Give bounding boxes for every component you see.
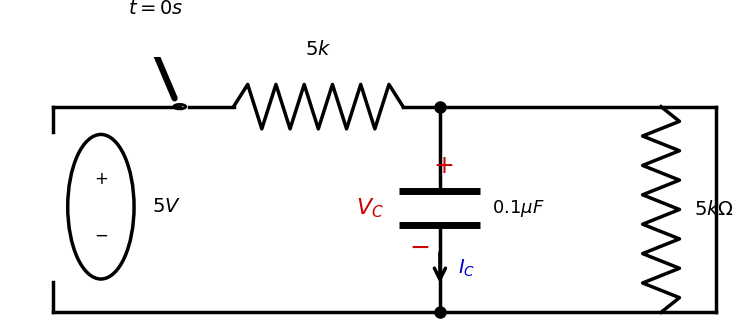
Text: $V_C$: $V_C$ [356,196,384,220]
Ellipse shape [68,134,134,279]
Text: $I_C$: $I_C$ [458,257,475,279]
Text: $+$: $+$ [94,170,108,188]
Text: $+$: $+$ [434,155,454,178]
Text: $5V$: $5V$ [153,197,181,216]
Text: $0.1\mu F$: $0.1\mu F$ [492,198,544,219]
Text: $-$: $-$ [409,235,429,259]
Text: $5k$: $5k$ [305,40,332,59]
Text: $-$: $-$ [94,225,108,244]
Text: $5k\Omega$: $5k\Omega$ [694,200,734,219]
Text: $t = 0s$: $t = 0s$ [128,0,184,18]
